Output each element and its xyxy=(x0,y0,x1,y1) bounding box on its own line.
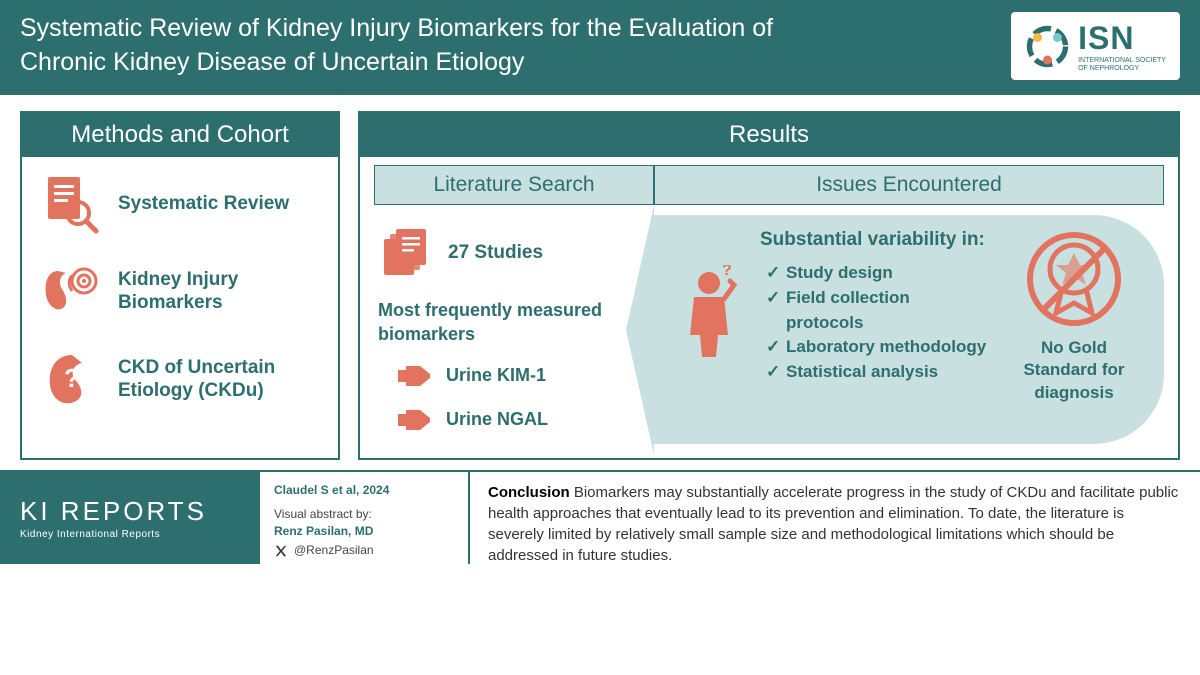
results-subheaders: Literature Search Issues Encountered xyxy=(360,157,1178,205)
method-item: Kidney Injury Biomarkers xyxy=(38,259,322,323)
isn-logo-text: ISN xyxy=(1078,20,1166,57)
ki-sub: Kidney International Reports xyxy=(20,529,260,540)
social-row: @RenzPasilan xyxy=(274,542,454,559)
isn-logo-sub2: OF NEPHROLOGY xyxy=(1078,65,1166,73)
header-bar: Systematic Review of Kidney Injury Bioma… xyxy=(0,0,1200,95)
x-twitter-icon xyxy=(274,544,288,558)
method-label: Systematic Review xyxy=(118,192,289,216)
ki-title: KI REPORTS xyxy=(20,496,260,527)
kidney-question-icon: ? xyxy=(38,347,102,411)
biomarker-row: Urine KIM-1 xyxy=(396,360,644,390)
methods-header: Methods and Cohort xyxy=(22,113,338,157)
list-item: Field collection protocols xyxy=(766,286,988,335)
biomarker-label: Urine NGAL xyxy=(446,409,548,430)
biomarker-row: Urine NGAL xyxy=(396,404,644,434)
footer: KI REPORTS Kidney International Reports … xyxy=(0,470,1200,564)
method-label: CKD of Uncertain Etiology (CKDu) xyxy=(118,356,322,404)
no-gold-text: No Gold Standard for diagnosis xyxy=(1004,337,1144,403)
thinking-person-icon: ? xyxy=(674,265,744,360)
biomarker-label: Urine KIM-1 xyxy=(446,365,546,386)
abstract-by-label: Visual abstract by: xyxy=(274,506,454,523)
citation: Claudel S et al, 2024 xyxy=(274,482,454,499)
conclusion-label: Conclusion xyxy=(488,484,570,501)
methods-body: Systematic Review Kidney Injury Biomarke… xyxy=(22,157,338,458)
list-item: Study design xyxy=(766,261,988,286)
pointing-hand-icon xyxy=(396,404,434,434)
social-handle: @RenzPasilan xyxy=(294,542,374,559)
isn-logo: ISN INTERNATIONAL SOCIETY OF NEPHROLOGY xyxy=(1011,12,1180,80)
method-item: Systematic Review xyxy=(38,171,322,235)
lit-search-header: Literature Search xyxy=(374,165,654,205)
lit-search-col: 27 Studies Most frequently measured biom… xyxy=(374,215,654,444)
studies-row: 27 Studies xyxy=(378,225,644,281)
document-search-icon xyxy=(38,171,102,235)
results-body: 27 Studies Most frequently measured biom… xyxy=(360,205,1178,458)
abstract-author: Renz Pasilan, MD xyxy=(274,523,454,540)
papers-icon xyxy=(378,225,434,281)
studies-count: 27 Studies xyxy=(448,242,543,264)
method-label: Kidney Injury Biomarkers xyxy=(118,268,322,316)
page-title: Systematic Review of Kidney Injury Bioma… xyxy=(20,12,820,80)
ki-reports-logo: KI REPORTS Kidney International Reports xyxy=(0,472,260,564)
issues-box: ? Substantial variability in: Study desi… xyxy=(654,215,1164,444)
methods-panel: Methods and Cohort Systematic Review xyxy=(20,111,340,460)
isn-logo-sub1: INTERNATIONAL SOCIETY xyxy=(1078,57,1166,65)
isn-logo-icon xyxy=(1025,24,1070,69)
no-badge-icon xyxy=(1024,229,1124,329)
issues-header: Issues Encountered xyxy=(654,165,1164,205)
footer-credit: Claudel S et al, 2024 Visual abstract by… xyxy=(260,472,470,564)
results-header: Results xyxy=(360,113,1178,157)
issues-content: Substantial variability in: Study design… xyxy=(760,229,988,384)
pointing-hand-icon xyxy=(396,360,434,390)
conclusion-text: Biomarkers may substantially accelerate … xyxy=(488,484,1178,564)
variability-title: Substantial variability in: xyxy=(760,229,988,251)
no-gold-standard: No Gold Standard for diagnosis xyxy=(1004,229,1144,403)
list-item: Laboratory methodology xyxy=(766,335,988,360)
kidney-target-icon xyxy=(38,259,102,323)
variability-list: Study design Field collection protocols … xyxy=(760,261,988,384)
svg-text:?: ? xyxy=(64,363,80,393)
main-content: Methods and Cohort Systematic Review xyxy=(0,95,1200,470)
method-item: ? CKD of Uncertain Etiology (CKDu) xyxy=(38,347,322,411)
biomarkers-intro: Most frequently measured biomarkers xyxy=(378,299,644,346)
list-item: Statistical analysis xyxy=(766,360,988,385)
results-panel: Results Literature Search Issues Encount… xyxy=(358,111,1180,460)
svg-text:?: ? xyxy=(722,265,732,279)
footer-conclusion: Conclusion Biomarkers may substantially … xyxy=(470,472,1200,564)
